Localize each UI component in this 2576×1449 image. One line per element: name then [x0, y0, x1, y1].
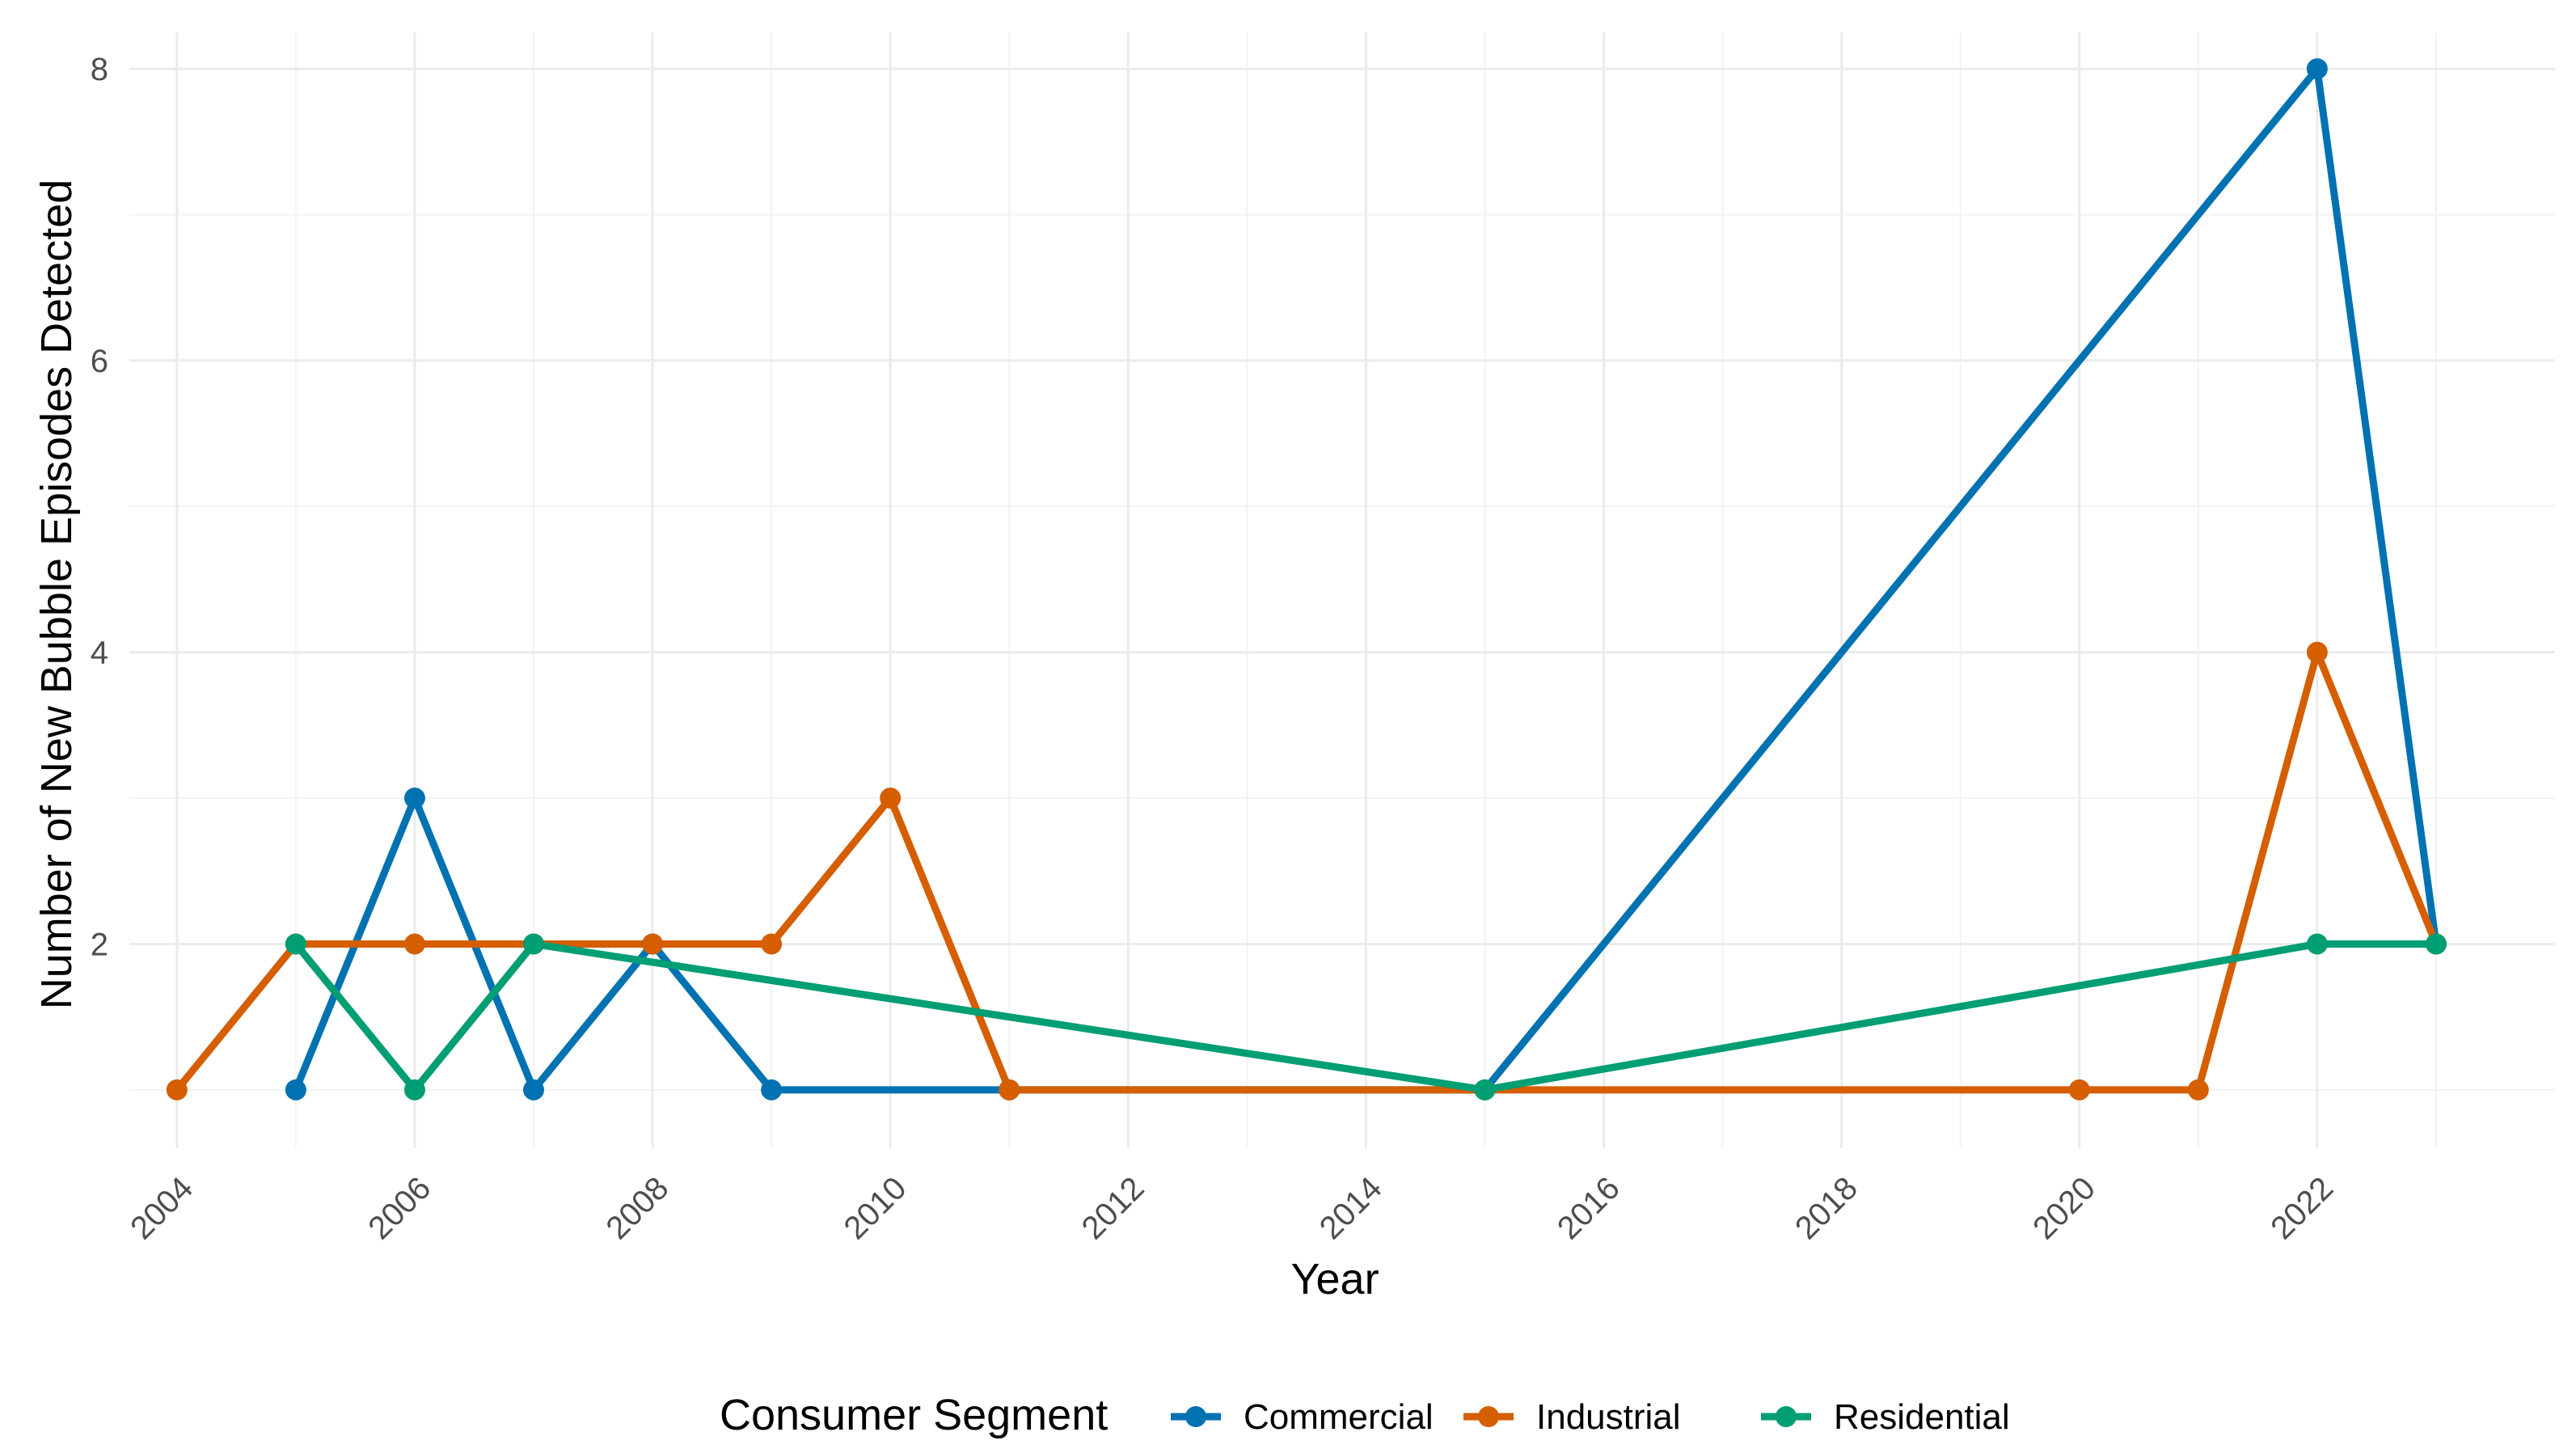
legend-key-point: [1185, 1406, 1206, 1427]
data-point-commercial: [403, 788, 425, 809]
series-line-residential: [292, 940, 2440, 1094]
x-tick-label: 2008: [599, 1170, 675, 1246]
data-point-residential: [403, 1079, 425, 1100]
data-point-industrial: [642, 933, 664, 955]
legend-key-point: [1776, 1406, 1797, 1427]
y-tick-label: 4: [91, 636, 108, 671]
data-point-industrial: [2306, 641, 2328, 663]
x-tick-label: 2022: [2264, 1170, 2340, 1246]
minor-gridlines: [129, 32, 2555, 1148]
x-tick-label: 2012: [1075, 1170, 1151, 1246]
data-point-industrial: [880, 788, 902, 809]
y-axis-ticks: 2 4 6 8: [91, 52, 108, 962]
major-gridlines: [129, 32, 2555, 1148]
x-tick-label: 2006: [361, 1170, 437, 1246]
x-axis-ticks: 2004 2006 2008 2010 2012 2014 2016 2018 2020 2022: [124, 1170, 2340, 1246]
x-tick-label: 2004: [124, 1170, 200, 1246]
y-axis-title: Number of New Bubble Episodes Detected: [32, 180, 81, 1010]
data-point-commercial: [761, 1079, 783, 1100]
data-point-industrial: [761, 933, 783, 955]
legend-title: Consumer Segment: [720, 1391, 1108, 1439]
data-point-residential: [285, 933, 306, 955]
data-point-industrial: [2068, 1079, 2090, 1100]
data-point-residential: [523, 933, 544, 955]
legend: Consumer Segment Commercial Industrial Res…: [720, 1391, 2010, 1439]
legend-label: Industrial: [1536, 1397, 1681, 1437]
data-point-commercial: [523, 1079, 544, 1100]
legend-items: Commercial Industrial Residential: [1171, 1397, 2010, 1437]
x-tick-label: 2016: [1551, 1170, 1627, 1246]
y-tick-label: 2: [91, 927, 108, 962]
data-point-residential: [1474, 1079, 1496, 1100]
series-line-industrial: [173, 648, 2440, 1094]
legend-item-residential: Residential: [1761, 1397, 2010, 1437]
x-tick-label: 2010: [838, 1170, 914, 1246]
x-tick-label: 2018: [1788, 1170, 1864, 1246]
legend-item-industrial: Industrial: [1463, 1397, 1681, 1437]
series-lines: [173, 65, 2440, 1094]
x-tick-label: 2020: [2026, 1170, 2102, 1246]
data-point-commercial: [285, 1079, 306, 1100]
legend-item-commercial: Commercial: [1171, 1397, 1434, 1437]
data-point-industrial: [166, 1079, 188, 1100]
legend-label: Residential: [1834, 1397, 2010, 1437]
legend-key-point: [1478, 1406, 1499, 1427]
x-axis-title: Year: [1290, 1255, 1379, 1303]
data-point-industrial: [999, 1079, 1020, 1100]
data-point-commercial: [2306, 58, 2328, 80]
data-point-residential: [2306, 933, 2328, 955]
data-point-industrial: [2187, 1079, 2209, 1100]
data-point-industrial: [403, 933, 425, 955]
x-tick-label: 2014: [1313, 1170, 1389, 1246]
y-tick-label: 8: [91, 52, 108, 87]
data-point-residential: [2425, 933, 2447, 955]
legend-label: Commercial: [1244, 1397, 1434, 1437]
y-tick-label: 6: [91, 344, 108, 379]
series-points: [166, 58, 2447, 1100]
